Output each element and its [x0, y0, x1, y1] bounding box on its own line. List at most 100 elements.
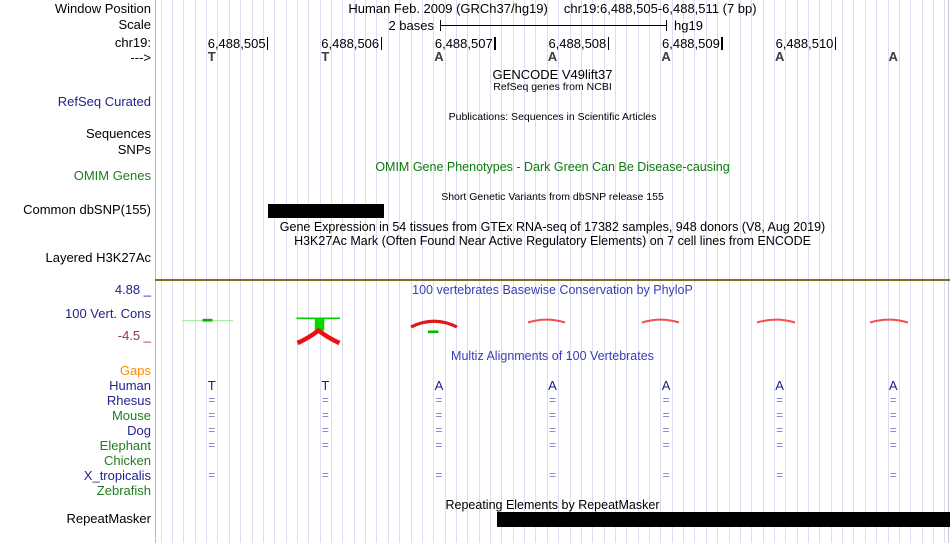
gridline: [660, 0, 662, 543]
gridline: [399, 0, 401, 543]
alignment-match-symbol: =: [321, 468, 329, 482]
common-dbsnp-label[interactable]: Common dbSNP(155): [23, 202, 151, 217]
gridline: [944, 0, 946, 543]
gridline: [614, 0, 616, 543]
species-label-gaps[interactable]: Gaps: [119, 363, 151, 378]
alignment-match-symbol: =: [435, 438, 443, 452]
species-label-human[interactable]: Human: [109, 378, 151, 393]
alignment-match-symbol: =: [776, 423, 784, 437]
gtex-track-title[interactable]: Gene Expression in 54 tissues from GTEx …: [279, 220, 826, 234]
ruler-position-label: 6,488,506: [321, 36, 380, 51]
refseq-curated-label[interactable]: RefSeq Curated: [57, 94, 151, 109]
dbsnp-variant-bar[interactable]: [268, 204, 384, 218]
ruler-position-label: 6,488,508: [548, 36, 607, 51]
gridline: [455, 0, 457, 543]
sequence-base: A: [888, 49, 898, 64]
repeatmasker-element-bar[interactable]: [497, 512, 950, 527]
alignment-match-symbol: =: [321, 423, 329, 437]
gridline: [387, 0, 389, 543]
gridline: [796, 0, 798, 543]
omim-genes-label[interactable]: OMIM Genes: [73, 168, 151, 183]
sequence-base: T: [207, 49, 216, 64]
alignment-match-symbol: =: [435, 468, 443, 482]
phylop-track-title[interactable]: 100 vertebrates Basewise Conservation by…: [412, 283, 693, 297]
gridline: [751, 0, 753, 543]
species-label-dog[interactable]: Dog: [127, 423, 151, 438]
gridline: [319, 0, 321, 543]
gridline: [819, 0, 821, 543]
gridline: [592, 0, 594, 543]
multiz-track-title[interactable]: Multiz Alignments of 100 Vertebrates: [451, 349, 654, 363]
gridline: [671, 0, 673, 543]
layered-h3k27ac-label[interactable]: Layered H3K27Ac: [45, 250, 151, 265]
gencode-track-title[interactable]: GENCODE V49lift37: [492, 67, 613, 82]
conservation-axis-line: [155, 279, 950, 281]
vert-cons-label[interactable]: 100 Vert. Cons: [65, 306, 151, 321]
omim-track-title[interactable]: OMIM Gene Phenotypes - Dark Green Can Be…: [375, 160, 730, 174]
gridline: [558, 0, 560, 543]
scale-label: Scale: [118, 17, 151, 32]
alignment-match-symbol: =: [208, 438, 216, 452]
ruler-tick: [380, 37, 382, 50]
refseq-track-subtitle[interactable]: RefSeq genes from NCBI: [493, 81, 612, 93]
alignment-match-symbol: =: [776, 393, 784, 407]
alignment-match-symbol: =: [548, 468, 557, 482]
repeatmasker-label[interactable]: RepeatMasker: [66, 511, 151, 526]
species-label-rhesus[interactable]: Rhesus: [106, 393, 151, 408]
gridline: [762, 0, 764, 543]
ruler-tick: [721, 37, 723, 50]
gridline: [864, 0, 866, 543]
ruler-position-label: 6,488,505: [207, 36, 266, 51]
gridline: [285, 0, 287, 543]
h3k27ac-track-title[interactable]: H3K27Ac Mark (Often Found Near Active Re…: [294, 234, 811, 248]
gridline: [830, 0, 832, 543]
species-label-x-tropicalis[interactable]: X_tropicalis: [83, 468, 151, 483]
publications-track-title[interactable]: Publications: Sequences in Scientific Ar…: [448, 111, 657, 123]
gridline: [524, 0, 526, 543]
alignment-match-symbol: =: [208, 393, 216, 407]
alignment-base: A: [775, 378, 784, 393]
snps-label[interactable]: SNPs: [117, 142, 151, 157]
gridline: [444, 0, 446, 543]
sequence-base: A: [774, 49, 785, 64]
gridline: [683, 0, 685, 543]
alignment-match-symbol: =: [889, 408, 897, 422]
gridline: [739, 0, 741, 543]
window-position-label: Window Position: [54, 1, 151, 16]
gridline: [160, 0, 162, 543]
alignment-match-symbol: =: [889, 393, 897, 407]
gridline: [773, 0, 775, 543]
browser-title: Human Feb. 2009 (GRCh37/hg19) chr19:6,48…: [155, 1, 950, 16]
chrom-label: chr19:: [114, 35, 151, 50]
scale-bar-right-tick: [665, 19, 667, 31]
gridline: [262, 0, 264, 543]
scale-bar-left-tick: [440, 19, 442, 31]
track-right-border: [948, 0, 949, 543]
gridline: [705, 0, 707, 543]
gridline: [251, 0, 253, 543]
gridline: [228, 0, 230, 543]
alignment-base: A: [888, 378, 898, 393]
species-label-zebrafish[interactable]: Zebrafish: [96, 483, 151, 498]
gridline: [728, 0, 730, 543]
alignment-match-symbol: =: [321, 438, 329, 452]
gridline: [603, 0, 605, 543]
gridline: [626, 0, 628, 543]
species-label-elephant[interactable]: Elephant: [99, 438, 151, 453]
sequence-base: A: [661, 49, 671, 64]
gridline: [887, 0, 889, 543]
species-label-chicken[interactable]: Chicken: [104, 453, 151, 468]
gridline: [876, 0, 878, 543]
dbsnp-track-title[interactable]: Short Genetic Variants from dbSNP releas…: [441, 191, 664, 203]
alignment-match-symbol: =: [776, 438, 784, 452]
gridline: [410, 0, 412, 543]
gridline: [194, 0, 196, 543]
sequence-base: T: [321, 49, 330, 64]
repeatmasker-track-title[interactable]: Repeating Elements by RepeatMasker: [445, 498, 660, 512]
sequences-label[interactable]: Sequences: [85, 126, 151, 141]
species-label-mouse[interactable]: Mouse: [111, 408, 151, 423]
gridline: [342, 0, 344, 543]
ruler-tick: [834, 37, 837, 50]
alignment-match-symbol: =: [321, 408, 329, 422]
gridline: [580, 0, 582, 543]
